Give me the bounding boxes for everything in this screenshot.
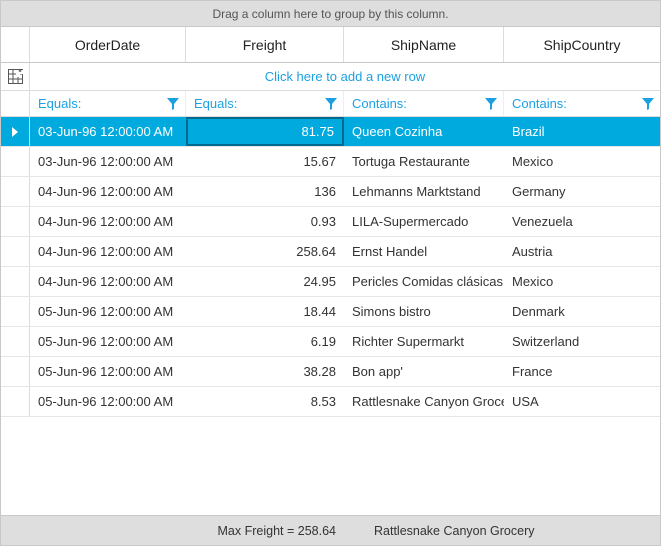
filter-funnel-icon[interactable] (167, 98, 179, 110)
cell-shipname[interactable]: Pericles Comidas clásicas (344, 267, 504, 296)
filter-cell-shipcountry[interactable]: Contains: (504, 91, 660, 116)
new-row[interactable]: * Click here to add a new row (1, 63, 660, 91)
cell-shipname[interactable]: Bon app' (344, 357, 504, 386)
cell-shipcountry[interactable]: USA (504, 387, 660, 416)
cell-orderdate[interactable]: 03-Jun-96 12:00:00 AM (30, 117, 186, 146)
cell-freight[interactable]: 24.95 (186, 267, 344, 296)
cell-shipcountry[interactable]: Mexico (504, 267, 660, 296)
cell-shipname[interactable]: Ernst Handel (344, 237, 504, 266)
new-row-icon: * (1, 63, 30, 90)
cell-shipname[interactable]: Tortuga Restaurante (344, 147, 504, 176)
cell-orderdate[interactable]: 05-Jun-96 12:00:00 AM (30, 297, 186, 326)
cell-orderdate[interactable]: 03-Jun-96 12:00:00 AM (30, 147, 186, 176)
table-row[interactable]: 05-Jun-96 12:00:00 AM38.28Bon app'France (1, 357, 660, 387)
table-row[interactable]: 03-Jun-96 12:00:00 AM15.67Tortuga Restau… (1, 147, 660, 177)
filter-row: Equals: Equals: Contains: Contains: (1, 91, 660, 117)
row-indicator (1, 147, 30, 176)
cell-orderdate[interactable]: 04-Jun-96 12:00:00 AM (30, 237, 186, 266)
cell-orderdate[interactable]: 05-Jun-96 12:00:00 AM (30, 387, 186, 416)
cell-freight[interactable]: 0.93 (186, 207, 344, 236)
table-row[interactable]: 04-Jun-96 12:00:00 AM24.95Pericles Comid… (1, 267, 660, 297)
cell-shipname[interactable]: Lehmanns Marktstand (344, 177, 504, 206)
column-header-shipname[interactable]: ShipName (344, 27, 504, 62)
table-row[interactable]: 05-Jun-96 12:00:00 AM18.44Simons bistroD… (1, 297, 660, 327)
row-indicator (1, 297, 30, 326)
filter-cell-shipname[interactable]: Contains: (344, 91, 504, 116)
table-row[interactable]: 04-Jun-96 12:00:00 AM258.64Ernst HandelA… (1, 237, 660, 267)
cell-shipname[interactable]: Rattlesnake Canyon Grocery (344, 387, 504, 416)
row-indicator (1, 267, 30, 296)
filter-funnel-icon[interactable] (325, 98, 337, 110)
filter-row-indicator (1, 91, 30, 116)
cell-shipname[interactable]: Simons bistro (344, 297, 504, 326)
row-indicator (1, 237, 30, 266)
new-row-label[interactable]: Click here to add a new row (30, 63, 660, 90)
filter-op-freight[interactable]: Equals: (194, 96, 237, 111)
column-header-freight[interactable]: Freight (186, 27, 344, 62)
cell-shipname[interactable]: LILA-Supermercado (344, 207, 504, 236)
cell-orderdate[interactable]: 05-Jun-96 12:00:00 AM (30, 327, 186, 356)
cell-freight[interactable]: 136 (186, 177, 344, 206)
cell-shipcountry[interactable]: Germany (504, 177, 660, 206)
table-row[interactable]: 04-Jun-96 12:00:00 AM0.93LILA-Supermerca… (1, 207, 660, 237)
cell-shipcountry[interactable]: France (504, 357, 660, 386)
filter-op-orderdate[interactable]: Equals: (38, 96, 81, 111)
filter-op-shipname[interactable]: Contains: (352, 96, 407, 111)
row-indicator-header (1, 27, 30, 62)
cell-freight[interactable]: 38.28 (186, 357, 344, 386)
row-indicator (1, 117, 30, 146)
table-row[interactable]: 05-Jun-96 12:00:00 AM8.53Rattlesnake Can… (1, 387, 660, 417)
cell-freight[interactable]: 6.19 (186, 327, 344, 356)
cell-freight[interactable]: 81.75 (186, 117, 344, 146)
current-row-triangle-icon (12, 127, 18, 137)
cell-orderdate[interactable]: 04-Jun-96 12:00:00 AM (30, 207, 186, 236)
cell-freight[interactable]: 18.44 (186, 297, 344, 326)
filter-op-shipcountry[interactable]: Contains: (512, 96, 567, 111)
row-indicator (1, 357, 30, 386)
row-indicator (1, 327, 30, 356)
column-header-row: OrderDate Freight ShipName ShipCountry (1, 27, 660, 63)
cell-shipcountry[interactable]: Mexico (504, 147, 660, 176)
cell-shipcountry[interactable]: Brazil (504, 117, 660, 146)
cell-shipcountry[interactable]: Switzerland (504, 327, 660, 356)
cell-shipcountry[interactable]: Venezuela (504, 207, 660, 236)
cell-shipname[interactable]: Queen Cozinha (344, 117, 504, 146)
cell-freight[interactable]: 258.64 (186, 237, 344, 266)
cell-shipcountry[interactable]: Austria (504, 237, 660, 266)
cell-shipname[interactable]: Richter Supermarkt (344, 327, 504, 356)
summary-panel: Max Freight = 258.64 Rattlesnake Canyon … (1, 515, 660, 545)
table-row[interactable]: 03-Jun-96 12:00:00 AM81.75Queen CozinhaB… (1, 117, 660, 147)
cell-orderdate[interactable]: 04-Jun-96 12:00:00 AM (30, 177, 186, 206)
data-grid: Drag a column here to group by this colu… (0, 0, 661, 546)
summary-freight: Max Freight = 258.64 (30, 524, 344, 538)
cell-orderdate[interactable]: 04-Jun-96 12:00:00 AM (30, 267, 186, 296)
cell-orderdate[interactable]: 05-Jun-96 12:00:00 AM (30, 357, 186, 386)
filter-cell-freight[interactable]: Equals: (186, 91, 344, 116)
group-by-panel[interactable]: Drag a column here to group by this colu… (1, 1, 660, 27)
filter-cell-orderdate[interactable]: Equals: (30, 91, 186, 116)
table-row[interactable]: 05-Jun-96 12:00:00 AM6.19Richter Superma… (1, 327, 660, 357)
data-body: 03-Jun-96 12:00:00 AM81.75Queen CozinhaB… (1, 117, 660, 515)
cell-freight[interactable]: 15.67 (186, 147, 344, 176)
summary-shipname: Rattlesnake Canyon Grocery (344, 524, 535, 538)
cell-freight[interactable]: 8.53 (186, 387, 344, 416)
filter-funnel-icon[interactable] (642, 98, 654, 110)
row-indicator (1, 177, 30, 206)
filter-funnel-icon[interactable] (485, 98, 497, 110)
row-indicator (1, 207, 30, 236)
row-indicator (1, 387, 30, 416)
table-row[interactable]: 04-Jun-96 12:00:00 AM136Lehmanns Marktst… (1, 177, 660, 207)
column-header-orderdate[interactable]: OrderDate (30, 27, 186, 62)
column-header-shipcountry[interactable]: ShipCountry (504, 27, 660, 62)
cell-shipcountry[interactable]: Denmark (504, 297, 660, 326)
